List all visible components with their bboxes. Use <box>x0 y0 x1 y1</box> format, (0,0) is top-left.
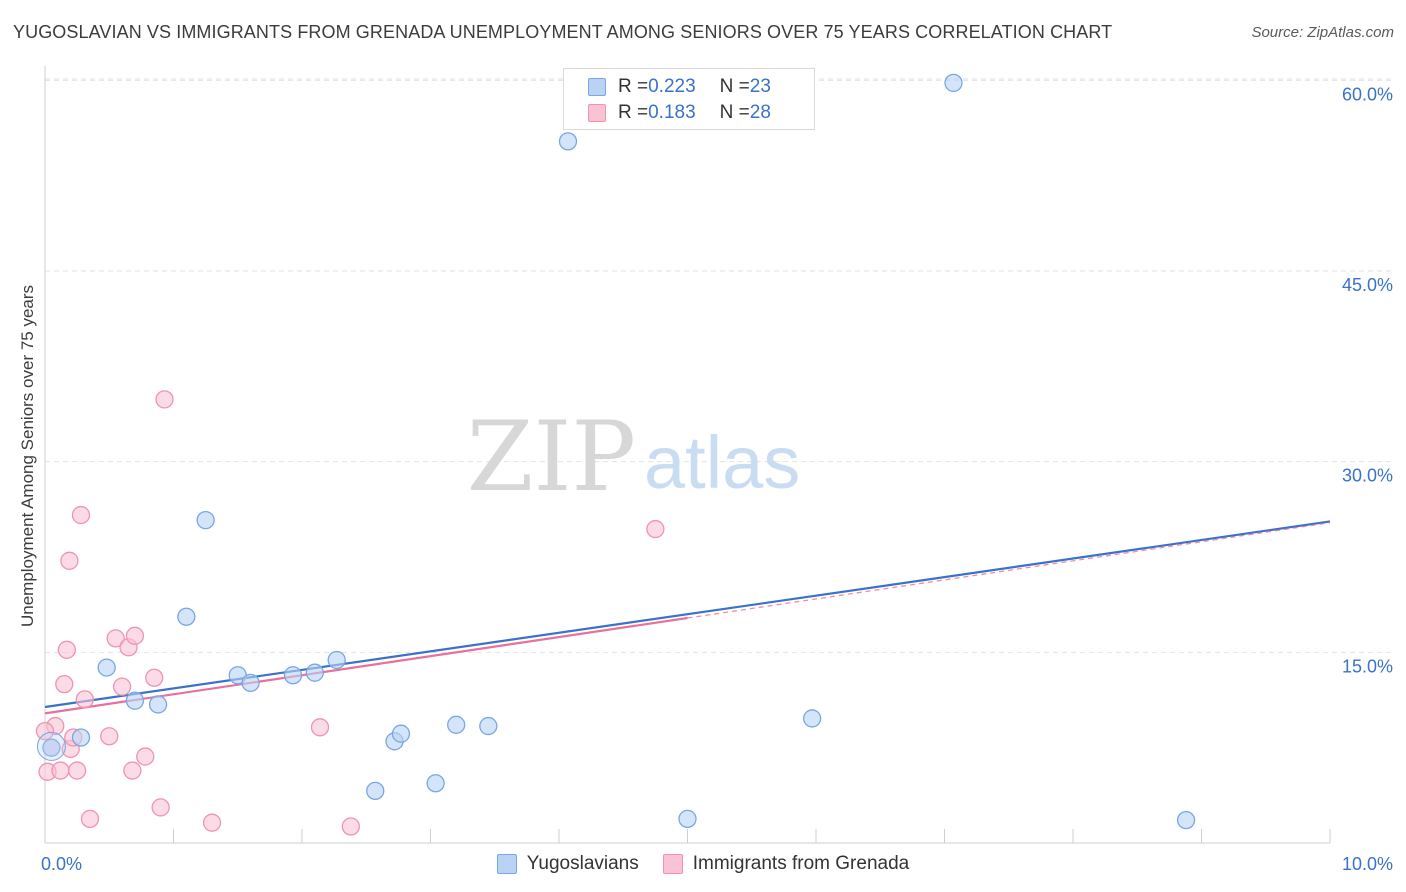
point-grenada <box>71 505 91 525</box>
y-tick-label: 15.0% <box>1342 656 1393 676</box>
point-yugoslavians <box>327 650 346 670</box>
point-grenada <box>646 519 665 539</box>
point-grenada <box>145 668 164 687</box>
point-grenada <box>55 674 74 694</box>
stats-legend: R = 0.223 N = 23 R = 0.183 N = 28 <box>563 68 815 130</box>
trend-layer <box>44 520 1331 715</box>
point-yugoslavians <box>426 774 445 793</box>
legend-row-yugoslavians: R = 0.223 N = 23 <box>588 75 771 99</box>
point-yugoslavians <box>558 132 578 151</box>
series-legend: Yugoslavians Immigrants from Grenada <box>0 851 1406 877</box>
point-yugoslavians <box>944 73 963 93</box>
legend-n-value: 28 <box>749 102 771 123</box>
point-grenada <box>310 718 330 737</box>
point-grenada <box>67 761 87 780</box>
point-yugoslavians <box>97 658 116 677</box>
point-yugoslavians <box>305 663 325 682</box>
legend-r-value: 0.183 <box>648 102 696 123</box>
point-yugoslavians <box>479 716 498 736</box>
point-yugoslavians <box>1176 810 1196 830</box>
point-yugoslavians <box>283 666 303 685</box>
y-tick-label: 30.0% <box>1342 466 1393 486</box>
point-grenada <box>35 721 55 741</box>
point-yugoslavians <box>366 781 385 801</box>
point-cluster <box>36 731 66 761</box>
watermark-zip: ZIP <box>467 401 636 513</box>
point-yugoslavians <box>678 809 697 828</box>
x-tick-label: 10.0% <box>1342 854 1393 874</box>
legend-r-key: R = <box>618 102 649 123</box>
legend-n-key: N = <box>719 102 750 123</box>
chart-title: YUGOSLAVIAN VS IMMIGRANTS FROM GRENADA U… <box>13 22 1113 42</box>
trend-line-solid <box>44 616 688 715</box>
point-yugoslavians <box>177 607 196 626</box>
legend-r-value: 0.223 <box>648 76 696 97</box>
legend-label-yugoslavians: Yugoslavians <box>526 853 639 874</box>
point-grenada <box>125 626 145 645</box>
x-tick-label: 0.0% <box>41 854 82 874</box>
legend-item-grenada: Immigrants from Grenada <box>662 853 910 875</box>
grid-layer <box>45 78 1392 653</box>
point-yugoslavians <box>42 738 61 757</box>
point-grenada <box>112 677 132 696</box>
point-grenada <box>136 747 155 766</box>
legend-n-key: N = <box>719 76 750 97</box>
point-yugoslavians <box>447 715 466 734</box>
point-grenada <box>100 727 119 746</box>
legend-n-value: 23 <box>749 76 771 97</box>
y-tick-label: 60.0% <box>1342 84 1393 104</box>
legend-label-grenada: Immigrants from Grenada <box>692 853 910 874</box>
point-grenada <box>51 761 70 780</box>
trend-line-dashed <box>687 522 1331 619</box>
watermark: ZIP atlas <box>467 401 801 513</box>
point-grenada <box>75 690 94 709</box>
tick-label-layer: 15.0% 30.0% 45.0% 60.0% 0.0% 10.0% <box>41 84 1393 874</box>
legend-swatch-blue <box>496 854 517 874</box>
point-grenada <box>57 640 76 659</box>
point-grenada <box>123 761 142 780</box>
points-layer <box>35 73 1196 836</box>
point-grenada <box>80 809 100 828</box>
legend-swatch-pink <box>588 104 606 122</box>
y-tick-label: 45.0% <box>1342 275 1393 295</box>
axis-layer <box>44 66 1331 844</box>
point-grenada <box>106 629 125 648</box>
legend-swatch-pink <box>662 854 683 874</box>
point-grenada <box>155 390 174 409</box>
chart-source: Source: ZipAtlas.com <box>1251 24 1394 41</box>
legend-item-yugoslavians: Yugoslavians <box>496 853 639 875</box>
point-grenada <box>60 551 79 570</box>
point-yugoslavians <box>241 673 260 692</box>
point-yugoslavians <box>802 709 822 728</box>
point-grenada <box>202 813 222 832</box>
point-yugoslavians <box>125 691 145 710</box>
point-yugoslavians <box>196 510 215 530</box>
watermark-atlas: atlas <box>644 421 800 504</box>
trend-line-solid <box>44 520 1331 709</box>
point-yugoslavians <box>391 724 411 743</box>
point-yugoslavians <box>71 728 91 747</box>
legend-row-grenada: R = 0.183 N = 28 <box>588 101 771 125</box>
y-axis-label: Unemployment Among Seniors over 75 years <box>18 284 37 628</box>
point-yugoslavians <box>148 695 168 714</box>
legend-r-key: R = <box>618 76 649 97</box>
legend-swatch-blue <box>588 78 606 96</box>
point-grenada <box>341 817 360 836</box>
point-grenada <box>151 798 170 817</box>
